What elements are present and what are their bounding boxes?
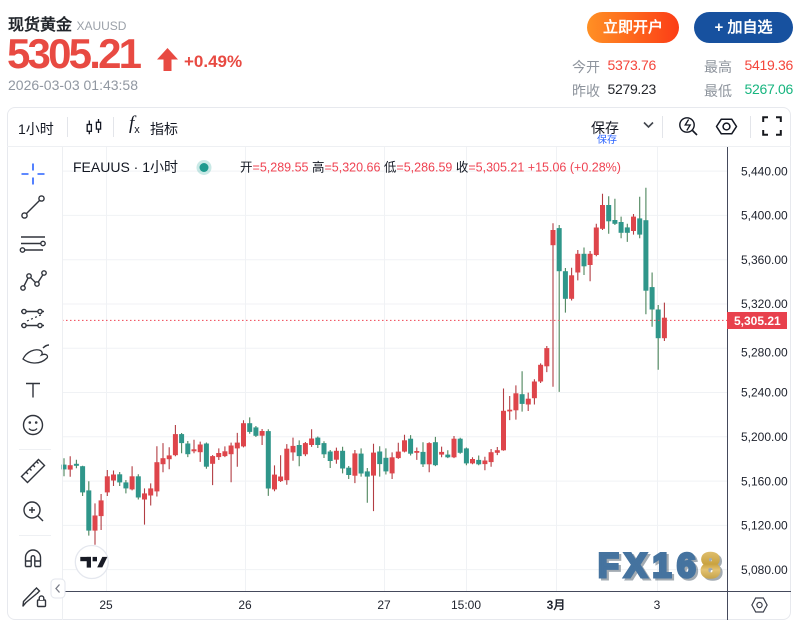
svg-text:5,160.00: 5,160.00 [741,474,788,488]
svg-text:FEAUUS · 1小时: FEAUUS · 1小时 [73,159,178,175]
svg-text:15:00: 15:00 [451,598,481,612]
svg-text:5,400.00: 5,400.00 [741,209,788,223]
svg-text:5,360.00: 5,360.00 [741,253,788,267]
svg-text:27: 27 [377,598,391,612]
svg-text:25: 25 [99,598,113,612]
svg-text:FX16: FX16 [600,549,703,587]
svg-text:5,320.00: 5,320.00 [741,297,788,311]
svg-text:5,240.00: 5,240.00 [741,386,788,400]
svg-text:开=5,289.55 高=5,320.66 低=5,286.: 开=5,289.55 高=5,320.66 低=5,286.59 收=5,305… [240,160,621,175]
svg-text:5,440.00: 5,440.00 [741,164,788,178]
svg-text:3: 3 [654,598,661,612]
svg-text:5,280.00: 5,280.00 [741,345,788,359]
svg-text:8: 8 [701,547,725,585]
svg-text:5,305.21: 5,305.21 [734,314,781,328]
svg-text:26: 26 [238,598,252,612]
svg-text:5,080.00: 5,080.00 [741,563,788,577]
svg-text:5,200.00: 5,200.00 [741,430,788,444]
svg-text:3月: 3月 [547,598,566,612]
svg-text:5,120.00: 5,120.00 [741,519,788,533]
svg-text:FX16: FX16 [598,547,701,585]
svg-text:8: 8 [703,549,727,587]
